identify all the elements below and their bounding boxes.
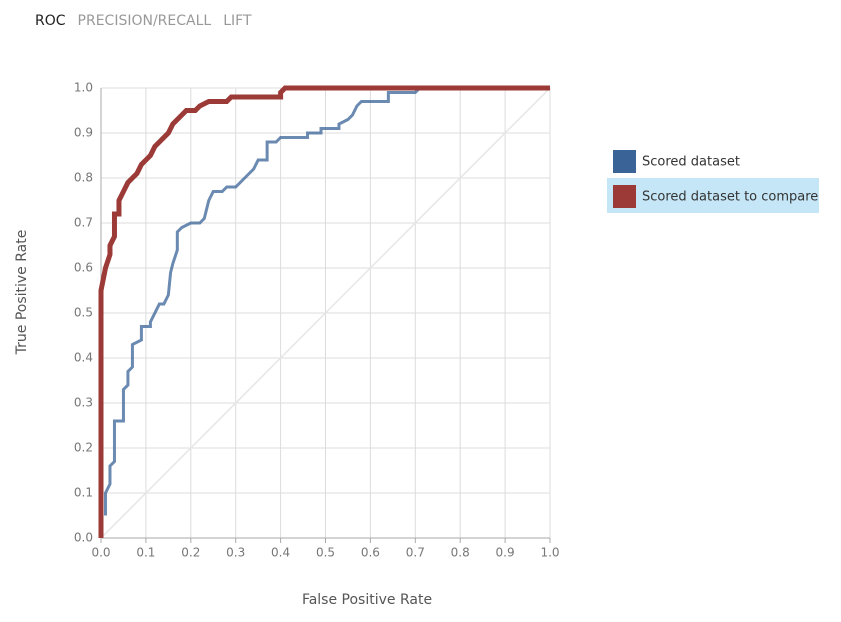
x-tick-label: 0.5 xyxy=(316,546,335,560)
legend-label[interactable]: Scored dataset xyxy=(642,155,740,170)
y-tick-label: 0.9 xyxy=(74,126,93,140)
y-tick-label: 0.7 xyxy=(74,216,93,230)
tab[interactable]: ROC xyxy=(35,13,66,29)
x-axis-label: False Positive Rate xyxy=(302,592,432,608)
x-tick-label: 0.7 xyxy=(406,546,425,560)
tab[interactable]: LIFT xyxy=(223,13,252,29)
y-tick-label: 0.2 xyxy=(74,441,93,455)
y-tick-label: 1.0 xyxy=(74,81,93,95)
y-tick-label: 0.8 xyxy=(74,171,93,185)
legend-highlight xyxy=(607,178,819,213)
tab[interactable]: PRECISION/RECALL xyxy=(78,13,212,29)
x-tick-label: 0.2 xyxy=(181,546,200,560)
x-tick-label: 0.9 xyxy=(496,546,515,560)
series-line xyxy=(103,86,550,516)
x-tick-label: 0.8 xyxy=(451,546,470,560)
y-tick-label: 0.0 xyxy=(74,531,93,545)
reference-diagonal xyxy=(100,87,551,539)
y-tick-label: 0.5 xyxy=(74,306,93,320)
x-tick-label: 0.3 xyxy=(226,546,245,560)
y-tick-label: 0.6 xyxy=(74,261,93,275)
legend-swatch[interactable] xyxy=(613,185,636,208)
x-tick-label: 0.1 xyxy=(136,546,155,560)
y-tick-label: 0.3 xyxy=(74,396,93,410)
y-axis-label: True Positive Rate xyxy=(14,230,30,356)
legend-swatch[interactable] xyxy=(613,150,636,173)
y-tick-label: 0.4 xyxy=(74,351,93,365)
x-tick-label: 0.0 xyxy=(91,546,110,560)
x-tick-label: 0.6 xyxy=(361,546,380,560)
x-tick-label: 1.0 xyxy=(540,546,559,560)
y-tick-label: 0.1 xyxy=(74,486,93,500)
legend-label[interactable]: Scored dataset to compare xyxy=(642,190,818,205)
x-tick-label: 0.4 xyxy=(271,546,290,560)
series-line xyxy=(98,85,550,538)
